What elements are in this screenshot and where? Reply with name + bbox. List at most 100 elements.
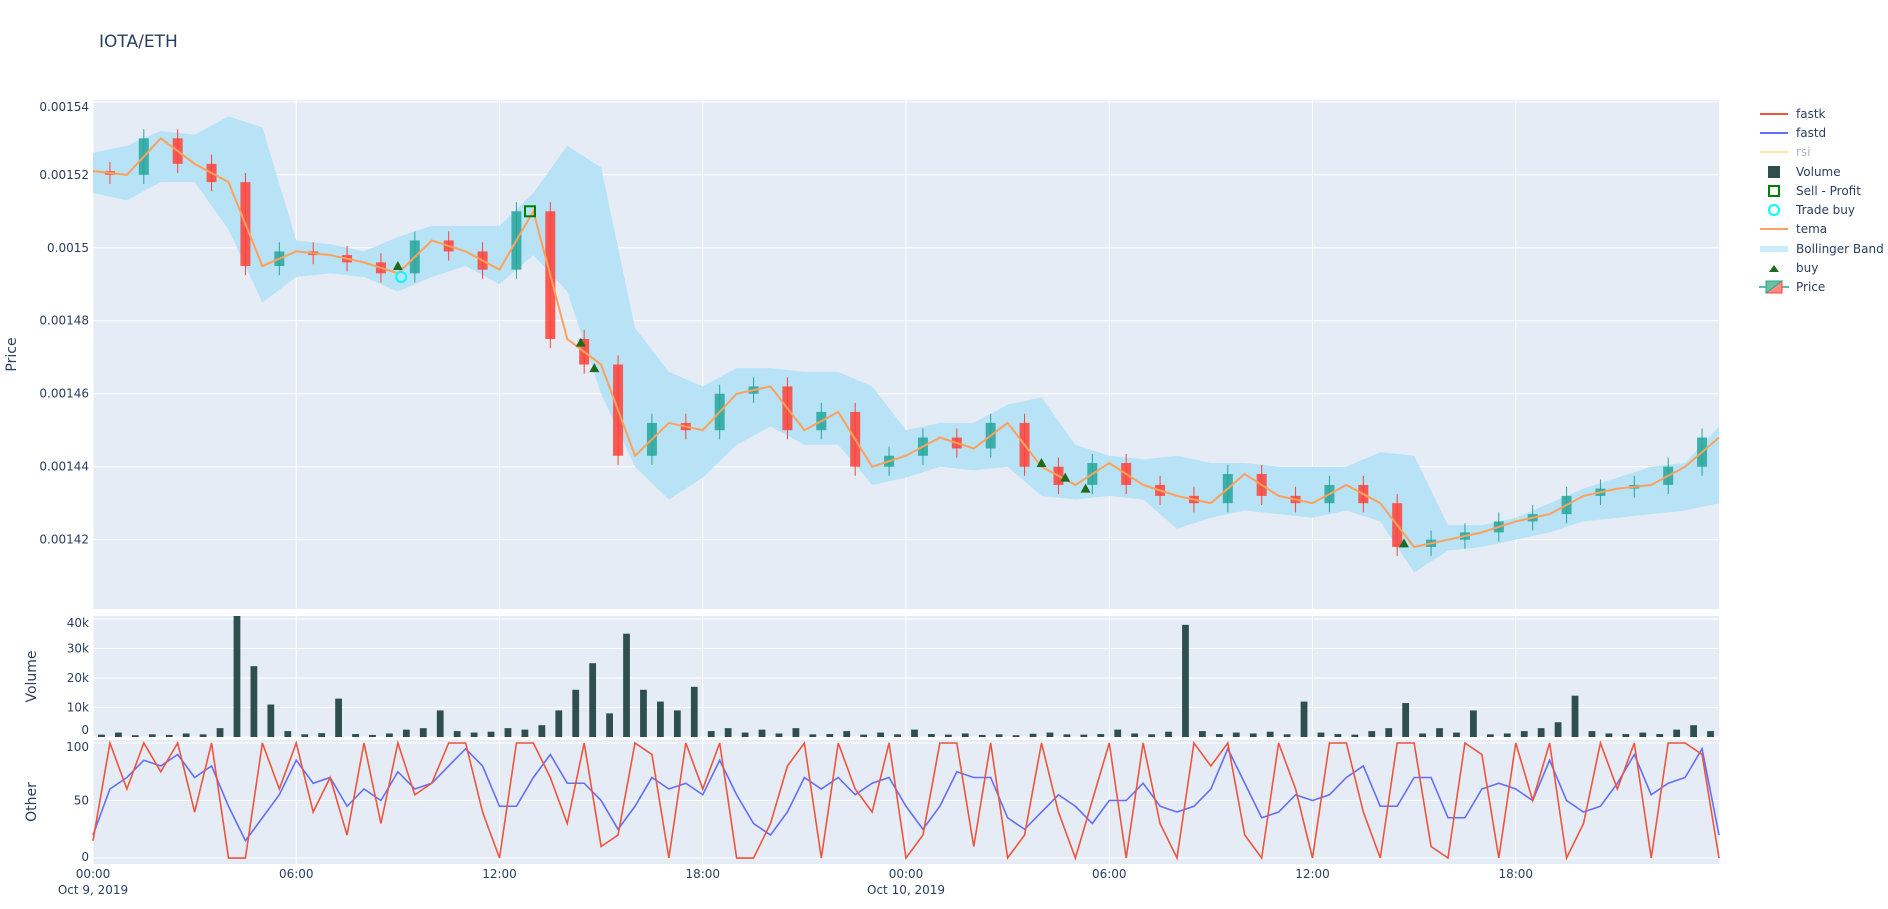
volume-bar — [775, 733, 783, 737]
volume-bar — [1351, 734, 1359, 737]
line-blue-icon — [1760, 131, 1788, 134]
volume-bar — [470, 732, 478, 737]
legend-item-buy[interactable]: buy — [1758, 258, 1884, 277]
volume-bar — [877, 732, 884, 737]
volume-bar — [267, 704, 275, 737]
sell-profit-marker — [523, 205, 536, 218]
volume-bar — [1300, 701, 1308, 737]
square-open-green-icon — [1768, 184, 1780, 197]
volume-bar — [335, 698, 342, 737]
volume-bar — [555, 710, 563, 737]
volume-bar — [707, 731, 715, 737]
volume-bar — [1334, 734, 1342, 737]
volume-bar — [199, 734, 207, 737]
legend-item-sell-profit[interactable]: Sell - Profit — [1758, 181, 1884, 200]
price-layer — [92, 116, 1720, 573]
chart-title: IOTA/ETH — [99, 32, 178, 52]
tema-line — [92, 136, 1720, 549]
volume-bar — [402, 729, 410, 737]
volume-bar — [1046, 732, 1054, 737]
x-tick-date: Oct 9, 2019 — [58, 883, 128, 897]
legend-item-rsi[interactable]: rsi — [1758, 143, 1884, 162]
line-faded-icon — [1760, 151, 1788, 154]
x-tick-date: Oct 10, 2019 — [867, 883, 945, 897]
volume-bar — [1114, 729, 1122, 737]
volume-bar — [1503, 733, 1511, 737]
volume-bar — [1486, 734, 1494, 737]
volume-bar — [1639, 732, 1647, 737]
fastd-line — [92, 746, 1720, 843]
volume-bar — [233, 616, 241, 737]
volume-bar — [538, 725, 546, 737]
volume-bar — [1029, 733, 1037, 737]
x-tick-label: 06:00 — [1092, 867, 1127, 881]
volume-bar — [250, 666, 258, 737]
volume-bar — [1199, 731, 1206, 737]
volume-bar — [369, 734, 376, 737]
volume-bar — [572, 689, 580, 737]
buy-marker — [589, 363, 600, 373]
volume-bar — [1571, 695, 1579, 737]
volume-bar — [978, 734, 986, 737]
volume-bar — [944, 734, 952, 737]
volume-bar — [284, 731, 292, 737]
x-tick-label: 12:00 — [482, 867, 517, 881]
volume-bar — [301, 734, 309, 737]
legend-item-fastk[interactable]: fastk — [1758, 104, 1884, 123]
y-tick-label: 0 — [81, 723, 89, 737]
volume-bar — [792, 728, 800, 737]
legend-item-volume[interactable]: Volume — [1758, 162, 1884, 181]
volume-bar — [758, 729, 766, 737]
legend-item-fastd[interactable]: fastd — [1758, 123, 1884, 142]
volume-bar — [1215, 734, 1223, 737]
y-tick-label: 50 — [74, 794, 89, 808]
y-tick-label: 0.00146 — [39, 387, 89, 401]
legend-item-trade-buy[interactable]: Trade buy — [1758, 200, 1884, 219]
legend-label: rsi — [1796, 145, 1811, 160]
y-tick-label: 0.00142 — [39, 533, 89, 547]
volume-bar — [724, 728, 732, 737]
buy-marker — [1398, 538, 1409, 548]
y-axis-title: Price — [4, 337, 20, 371]
volume-bar — [1385, 728, 1393, 737]
volume-bar — [589, 663, 597, 737]
x-tick-label: 18:00 — [685, 867, 720, 881]
legend-item-tema[interactable]: tema — [1758, 220, 1884, 239]
volume-bar — [1520, 731, 1528, 737]
y-tick-label: 0.00154 — [39, 100, 89, 114]
volume-bar — [504, 728, 512, 737]
volume-bar — [860, 734, 868, 737]
volume-bar — [640, 689, 647, 737]
axes: 0.00154 0.00152 0.0015 0.00148 0.00146 0.0014… — [4, 100, 1533, 897]
volume-bar — [1317, 732, 1325, 737]
legend-label: fastk — [1796, 106, 1826, 121]
volume-bar — [131, 735, 139, 737]
x-tick-label: 00:00 — [76, 867, 111, 881]
volume-bar — [1232, 732, 1240, 737]
y-tick-label: 10k — [67, 700, 89, 714]
volume-bar — [1012, 735, 1020, 737]
volume-bar — [521, 729, 529, 737]
volume-bar — [1453, 732, 1460, 737]
volume-bar — [657, 701, 664, 737]
volume-bar — [98, 734, 105, 737]
volume-bar — [436, 710, 444, 737]
volume-bar — [809, 734, 817, 737]
y-tick-label: 0.00152 — [39, 168, 89, 182]
y-tick-label: 20k — [67, 671, 89, 685]
y-tick-label: 0.00144 — [39, 460, 89, 474]
buy-marker — [1036, 458, 1047, 468]
volume-bar — [1622, 734, 1630, 737]
legend-item-bollinger-band[interactable]: Bollinger Band — [1758, 239, 1884, 258]
fastk-line — [92, 739, 1720, 861]
line-red-icon — [1760, 112, 1788, 115]
volume-bar — [606, 713, 613, 737]
legend-item-price[interactable]: Price — [1758, 278, 1884, 297]
x-tick-label: 06:00 — [279, 867, 314, 881]
volume-bar — [741, 732, 749, 737]
volume-bar — [1097, 734, 1105, 737]
volume-bar — [1063, 734, 1071, 737]
volume-bar — [352, 734, 359, 737]
x-tick-label: 00:00 — [889, 867, 924, 881]
